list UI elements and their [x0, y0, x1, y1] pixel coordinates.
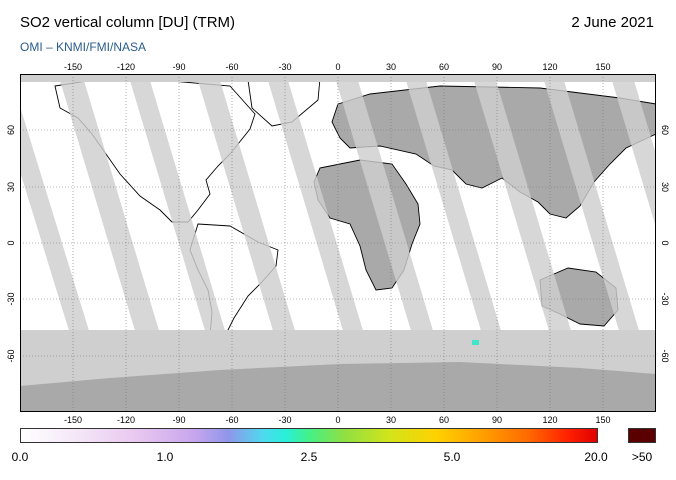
lon-tick-top: -150	[63, 62, 83, 72]
lon-tick-top: 60	[438, 62, 450, 72]
lon-tick-top: -30	[278, 62, 292, 72]
lat-tick-left: -30	[6, 292, 16, 306]
lon-tick-top: 0	[335, 62, 341, 72]
lon-tick-bottom: 150	[595, 415, 611, 425]
lon-tick-top: -60	[225, 62, 239, 72]
colorbar-label: 0.0	[11, 450, 29, 464]
lon-tick-top: 150	[595, 62, 611, 72]
lat-tick-right: 0	[660, 240, 670, 246]
colorbar-label: 2.5	[300, 450, 318, 464]
graticule	[20, 74, 656, 412]
lat-tick-right: -60	[660, 349, 670, 363]
lon-tick-bottom: 120	[542, 415, 558, 425]
lon-tick-bottom: 60	[438, 415, 450, 425]
colorbar-label: 1.0	[156, 450, 174, 464]
map-date: 2 June 2021	[571, 14, 654, 31]
lat-tick-right: 30	[660, 181, 670, 193]
lon-tick-bottom: 30	[385, 415, 397, 425]
colorbar-label: 20.0	[584, 450, 608, 464]
lat-tick-left: -60	[6, 349, 16, 363]
lon-tick-top: 30	[385, 62, 397, 72]
lon-tick-bottom: 0	[335, 415, 341, 425]
data-credit: OMI – KNMI/FMI/NASA	[20, 40, 147, 54]
no-data-swaths	[20, 74, 656, 334]
lon-tick-bottom: -90	[172, 415, 186, 425]
so2-hotspot	[472, 340, 479, 345]
lon-tick-top: -120	[116, 62, 136, 72]
lon-tick-bottom: -30	[278, 415, 292, 425]
lat-tick-left: 30	[6, 181, 16, 193]
lon-tick-bottom: -120	[116, 415, 136, 425]
map-frame	[20, 74, 656, 412]
lon-tick-bottom: -60	[225, 415, 239, 425]
colorbar-overflow-label: >50	[631, 450, 653, 464]
lat-tick-left: 0	[6, 240, 16, 246]
colorbar-overflow-swatch	[628, 428, 656, 443]
lon-tick-top: 120	[542, 62, 558, 72]
so2-world-map	[20, 74, 656, 412]
so2-colorbar	[20, 428, 598, 443]
lon-tick-top: 90	[491, 62, 503, 72]
colorbar-label: 5.0	[443, 450, 461, 464]
lon-tick-bottom: 90	[491, 415, 503, 425]
lon-tick-bottom: -150	[63, 415, 83, 425]
lat-tick-left: 60	[6, 124, 16, 136]
map-title: SO2 vertical column [DU] (TRM)	[20, 14, 236, 31]
lat-tick-right: -30	[660, 292, 670, 306]
lat-tick-right: 60	[660, 124, 670, 136]
lon-tick-top: -90	[172, 62, 186, 72]
